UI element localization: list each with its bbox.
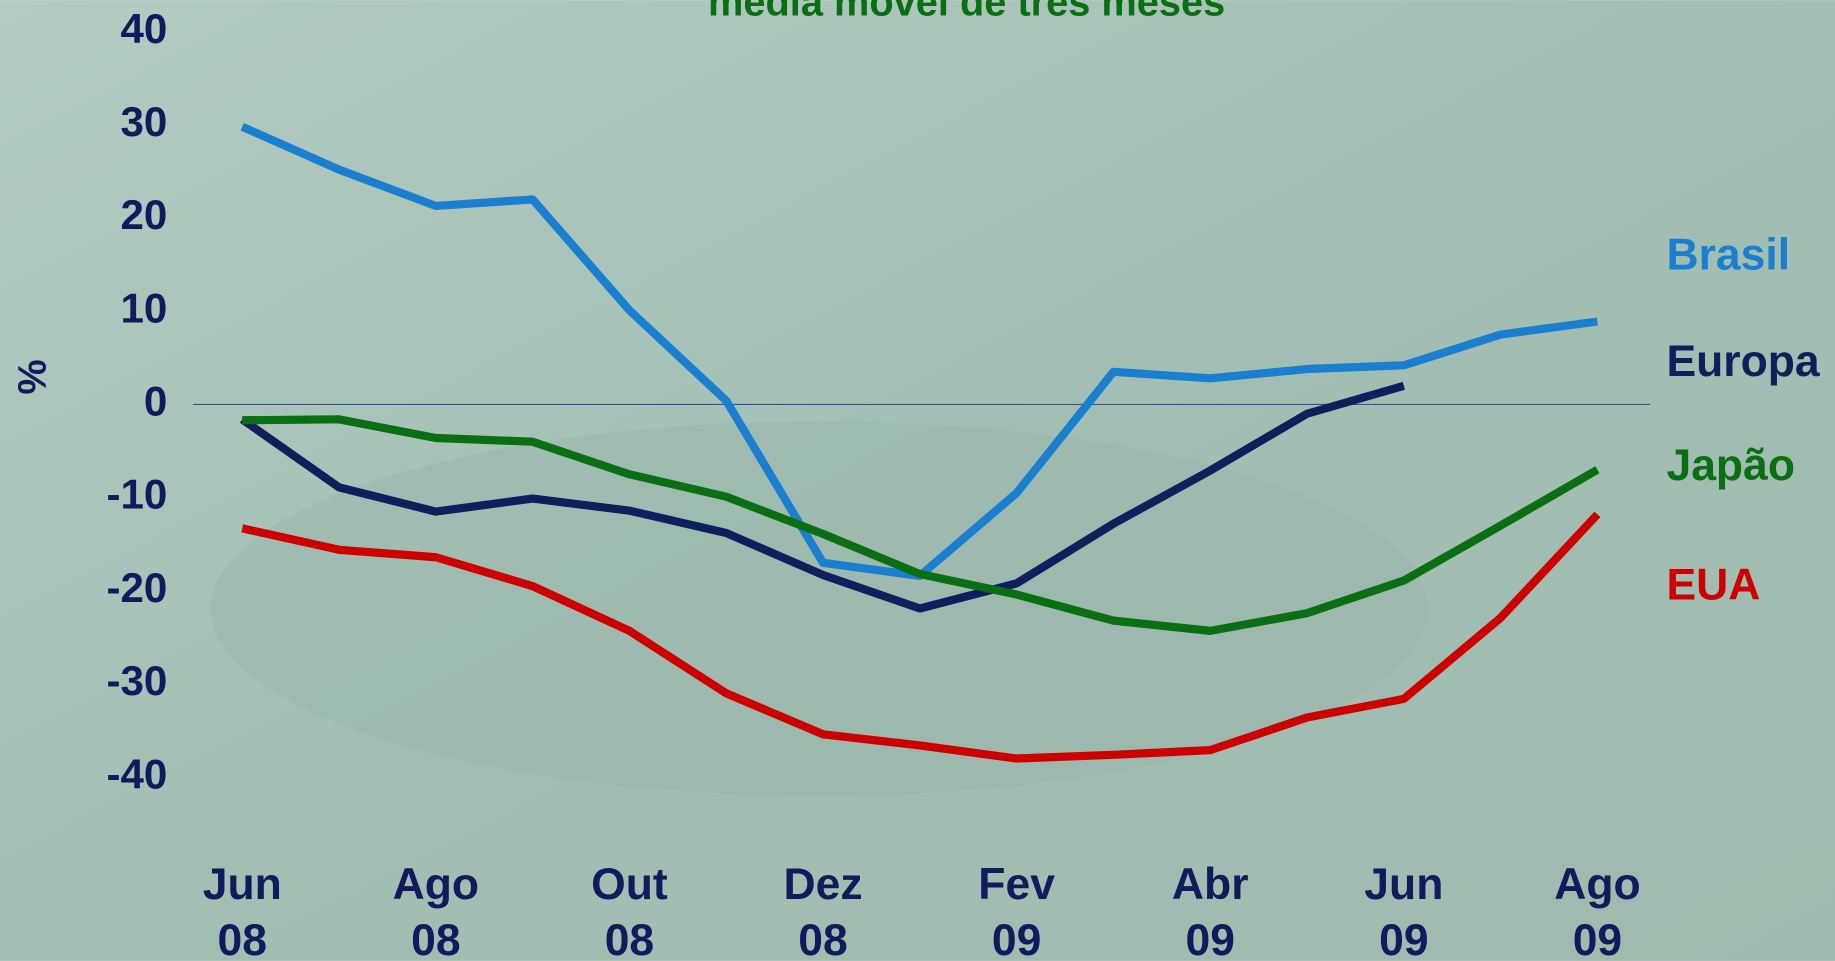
legend-label: EUA: [1666, 560, 1760, 609]
x-tick-label-box: Jun 08: [190, 857, 295, 961]
x-tick-label: Fev 09: [964, 857, 1069, 961]
chart-title: média móvel de três meses: [708, 0, 1225, 24]
x-tick-label: Abr 09: [1158, 857, 1263, 961]
x-tick-label-box: Ago 08: [383, 857, 488, 961]
legend-label: Brasil: [1666, 230, 1790, 279]
x-tick-label: Dez 08: [770, 857, 875, 961]
x-tick-label: Jun 08: [190, 857, 295, 961]
y-tick-label: 10: [120, 284, 167, 331]
chart: média móvel de três meses % 40 30 20 10 0 -10…: [0, 0, 1835, 961]
page: {"chart_data": { "type": "line", "title"…: [0, 0, 1835, 961]
y-tick-label: 30: [120, 98, 167, 145]
x-tick-label-box: Dez 08: [770, 857, 875, 961]
y-tick-label: -20: [106, 564, 167, 611]
x-tick-label: Jun 09: [1351, 857, 1456, 961]
y-axis-label: %: [11, 359, 55, 394]
y-tick-label: 0: [144, 378, 167, 425]
y-tick-label: 20: [120, 191, 167, 238]
y-tick-label: -10: [106, 471, 167, 518]
x-tick-label-box: Jun 09: [1351, 857, 1456, 961]
y-tick-label: 40: [120, 5, 167, 52]
x-tick-label: Ago 08: [383, 857, 488, 961]
x-tick-label-box: Abr 09: [1158, 857, 1263, 961]
x-tick-label-box: Fev 09: [964, 857, 1069, 961]
y-tick-label: -30: [106, 657, 167, 704]
x-tick-label-box: Ago 09: [1545, 857, 1650, 961]
x-tick-label-box: Out 08: [577, 857, 682, 961]
x-tick-label: Ago 09: [1545, 857, 1650, 961]
x-tick-label: Out 08: [577, 857, 682, 961]
y-tick-label: -40: [106, 750, 167, 797]
legend-label: Japão: [1666, 441, 1795, 490]
legend-label: Europa: [1666, 337, 1820, 386]
